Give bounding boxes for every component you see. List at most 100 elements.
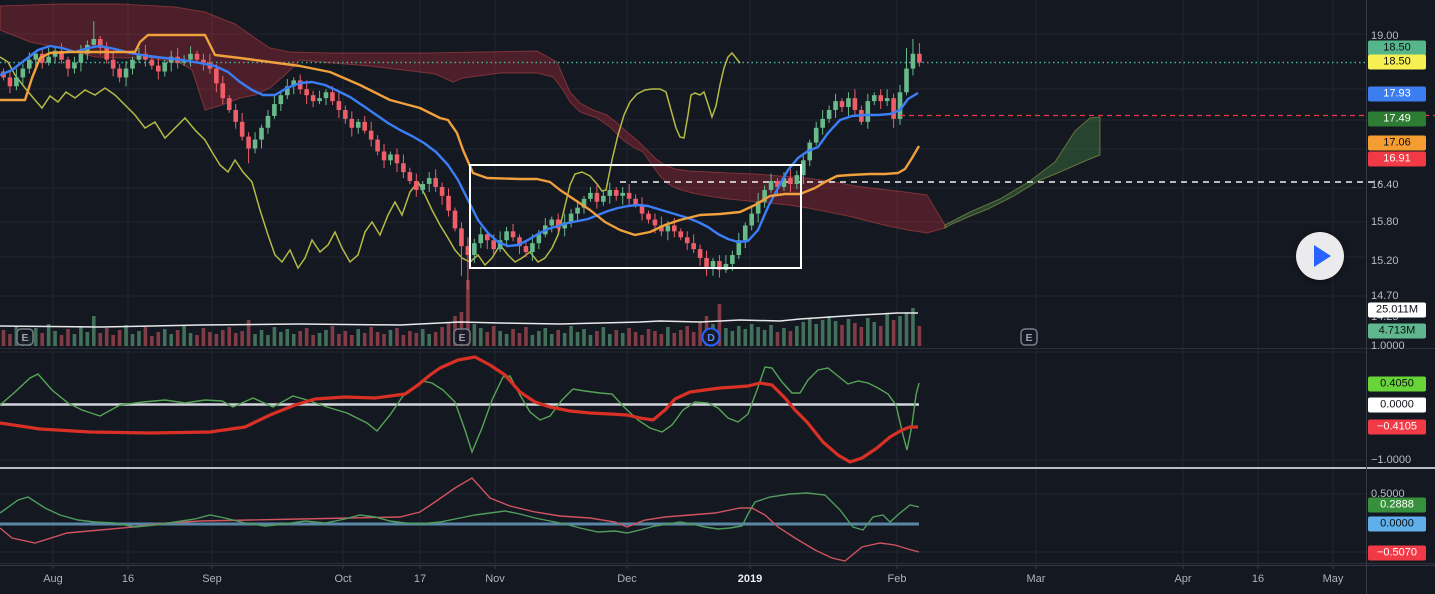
- oscillator2-green-badge: 0.2888: [1368, 497, 1426, 513]
- volume-ma-badge: 25.011M: [1368, 302, 1426, 318]
- oscillator2-zero-badge: 0.0000: [1368, 516, 1426, 532]
- volume-bar: [737, 326, 741, 346]
- time-axis-label: Aug: [43, 573, 63, 585]
- volume-bar: [156, 332, 161, 346]
- price-axis-label: 19.00: [1371, 30, 1399, 42]
- red-level-badge: 16.91: [1368, 151, 1426, 167]
- volume-bar: [104, 328, 109, 346]
- volume-bar: [859, 327, 864, 346]
- alert-level-badge: 18.50: [1368, 54, 1426, 70]
- volume-bar: [820, 320, 825, 346]
- volume-bar: [472, 324, 477, 346]
- marker-letter: D: [707, 332, 715, 344]
- oscillator1-red-line: [0, 355, 918, 464]
- volume-bar: [356, 329, 361, 346]
- selection-rectangle[interactable]: [469, 164, 802, 269]
- volume-bar: [1, 330, 6, 346]
- price-axis-label: 0.5000: [1371, 488, 1405, 500]
- volume-bar: [337, 334, 341, 346]
- volume-bar: [788, 331, 793, 346]
- ichimoku-cloud-bearish: [0, 3, 946, 234]
- volume-bar: [466, 280, 470, 346]
- volume-bar: [588, 335, 593, 346]
- price-axis-label: 14.70: [1371, 290, 1399, 302]
- volume-bar: [601, 327, 606, 346]
- volume-bar: [401, 335, 406, 346]
- volume-bar: [504, 334, 509, 346]
- volume-bar: [878, 326, 883, 346]
- green-level-badge: 17.49: [1368, 111, 1426, 127]
- volume-bar: [343, 331, 348, 346]
- volume-bar: [227, 327, 232, 346]
- chikou-line: [0, 51, 741, 270]
- volume-bar: [872, 322, 877, 346]
- volume-bar: [124, 325, 128, 346]
- volume-bar: [85, 332, 90, 346]
- price-axis-label: 15.20: [1371, 255, 1399, 267]
- volume-bar: [330, 326, 335, 346]
- volume-bar: [917, 326, 922, 346]
- volume-bar: [266, 335, 270, 346]
- volume-bar: [627, 328, 631, 346]
- time-axis-label: 2019: [737, 573, 763, 585]
- volume-bar: [666, 327, 670, 346]
- dividend-marker[interactable]: D: [701, 327, 721, 347]
- volume-bar: [40, 333, 44, 346]
- replay-play-button[interactable]: [1296, 232, 1344, 280]
- volume-bar: [208, 332, 212, 346]
- volume-bar: [614, 330, 619, 346]
- volume-bar: [782, 328, 786, 346]
- time-axis-label: 16: [1251, 573, 1265, 585]
- time-axis-label: Mar: [1026, 573, 1046, 585]
- volume-bar: [640, 335, 644, 346]
- volume-bar: [382, 334, 386, 346]
- volume-bar: [214, 334, 219, 346]
- volume-bar: [162, 329, 167, 346]
- volume-bar: [414, 333, 419, 346]
- ichimoku-cloud-bullish: [944, 116, 1101, 229]
- time-axis-label: Dec: [617, 573, 637, 585]
- volume-bar: [807, 318, 812, 346]
- volume-bar: [801, 322, 806, 346]
- oscillator2-red-line: [0, 477, 920, 562]
- volume-bar: [175, 330, 180, 346]
- oscillator2-green-line: [0, 492, 920, 534]
- volume-bar: [182, 326, 186, 346]
- marker-square: [453, 328, 471, 346]
- volume-bar: [582, 329, 586, 346]
- earnings-marker[interactable]: E: [1020, 328, 1038, 346]
- volume-bar: [130, 334, 135, 346]
- volume-bar: [498, 331, 502, 346]
- volume-bar: [420, 329, 425, 346]
- volume-bar: [620, 333, 625, 346]
- last-price-badge: 18.50: [1368, 40, 1426, 56]
- volume-bar: [259, 330, 264, 346]
- earnings-marker[interactable]: E: [453, 328, 471, 346]
- volume-bar: [575, 332, 580, 346]
- volume-bar: [549, 334, 554, 346]
- time-axis-label: Oct: [334, 573, 352, 585]
- volume-bar: [795, 326, 799, 346]
- volume-bar: [395, 328, 399, 346]
- volume-bar: [408, 331, 412, 346]
- volume-bar: [188, 333, 193, 346]
- orange-ma-line: [0, 33, 921, 237]
- volume-bar: [775, 332, 780, 346]
- time-axis[interactable]: Aug 16 Sep Oct 17 Nov Dec 2019 Feb Mar Apr 16 May: [0, 565, 1435, 594]
- price-axis-label: 1.0000: [1371, 340, 1405, 352]
- volume-bar: [72, 334, 77, 346]
- marker-square: [16, 328, 34, 346]
- earnings-marker[interactable]: E: [16, 328, 34, 346]
- volume-bar: [678, 330, 683, 346]
- volume-bar: [685, 326, 689, 346]
- price-axis-label: −1.0000: [1371, 454, 1412, 466]
- volume-bar: [717, 304, 722, 346]
- volume-bar: [762, 330, 767, 346]
- marker-circle: [701, 327, 721, 347]
- volume-bar: [814, 324, 818, 346]
- price-axis[interactable]: 19.0016.4015.8015.2014.7014.251.0000−1.0…: [1366, 0, 1435, 594]
- marker-letter: E: [1025, 332, 1032, 344]
- volume-bar: [195, 335, 199, 346]
